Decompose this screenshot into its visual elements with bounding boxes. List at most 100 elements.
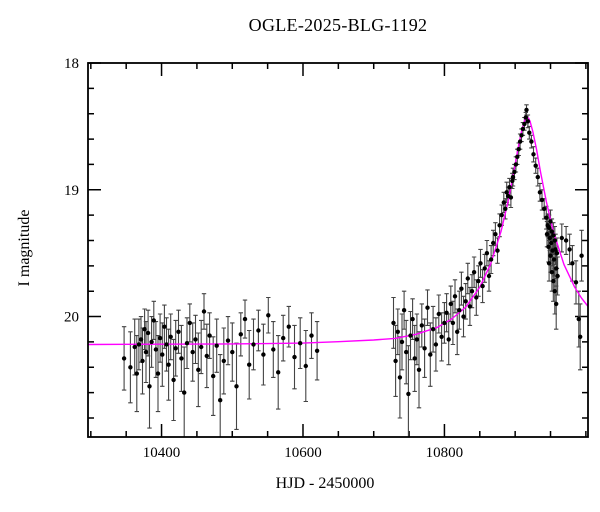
- data-point: [573, 280, 579, 285]
- data-point: [549, 240, 554, 246]
- data-point: [555, 273, 560, 279]
- data-point: [471, 270, 477, 275]
- data-point: [455, 329, 460, 334]
- data-point: [207, 333, 212, 338]
- data-point: [576, 316, 581, 322]
- data-point: [168, 334, 173, 339]
- data-point: [414, 337, 420, 342]
- data-point: [136, 342, 142, 347]
- data-point: [549, 229, 555, 234]
- data-point: [547, 235, 552, 241]
- data-point: [230, 349, 235, 355]
- data-point: [457, 308, 462, 313]
- data-point: [465, 276, 470, 281]
- data-point: [142, 327, 147, 332]
- data-point: [238, 332, 243, 337]
- data-point: [579, 253, 584, 258]
- data-point: [145, 330, 151, 336]
- x-tick-label: 10800: [426, 445, 464, 461]
- data-point: [546, 261, 552, 266]
- data-point: [190, 349, 195, 355]
- data-point: [179, 356, 184, 361]
- data-point: [491, 240, 496, 246]
- data-point: [474, 295, 479, 300]
- data-point: [140, 358, 145, 364]
- data-point: [422, 346, 427, 351]
- data-point: [551, 257, 557, 262]
- data-point: [578, 334, 583, 339]
- data-point: [419, 323, 424, 328]
- data-point: [467, 304, 473, 309]
- data-point: [214, 343, 219, 348]
- data-point: [542, 206, 547, 211]
- data-point: [166, 362, 171, 367]
- data-point: [309, 333, 314, 338]
- data-point: [193, 337, 198, 342]
- data-point: [552, 289, 557, 294]
- data-point: [196, 367, 201, 372]
- data-point: [132, 344, 137, 350]
- data-point: [480, 283, 485, 289]
- data-point: [493, 232, 498, 237]
- data-point: [463, 299, 468, 304]
- data-point: [391, 320, 396, 326]
- data-point: [147, 384, 152, 389]
- data-point: [559, 235, 564, 241]
- data-point: [256, 328, 261, 333]
- data-point: [548, 219, 553, 224]
- data-point: [497, 223, 502, 228]
- data-point: [430, 327, 436, 332]
- data-point: [399, 339, 405, 345]
- data-point: [416, 367, 422, 372]
- data-point: [153, 347, 159, 352]
- data-point: [292, 354, 297, 360]
- data-point: [303, 363, 308, 369]
- data-point: [251, 342, 256, 347]
- data-point: [551, 278, 556, 284]
- y-tick-label: 20: [64, 310, 79, 326]
- data-point: [553, 247, 558, 252]
- y-tick-label: 18: [64, 56, 79, 72]
- data-point: [397, 375, 403, 380]
- data-point: [199, 344, 204, 350]
- data-point: [519, 133, 524, 138]
- data-point: [171, 377, 176, 383]
- data-point: [448, 301, 453, 307]
- y-axis-label: I magnitude: [16, 209, 33, 287]
- data-point: [510, 174, 516, 180]
- data-point: [529, 139, 534, 144]
- data-point: [515, 154, 520, 159]
- data-point: [570, 261, 575, 266]
- data-point: [182, 390, 187, 395]
- data-point: [469, 289, 475, 294]
- data-point: [504, 190, 509, 195]
- data-point: [162, 324, 167, 329]
- data-point: [516, 147, 521, 152]
- photometry-errorbars: [121, 104, 584, 437]
- data-point: [554, 301, 559, 307]
- data-point: [143, 349, 149, 355]
- data-point: [539, 197, 545, 203]
- data-point: [428, 352, 433, 357]
- y-tick-label: 19: [64, 183, 79, 199]
- data-point: [218, 398, 223, 403]
- data-point: [524, 107, 529, 113]
- data-point: [554, 266, 559, 271]
- data-point: [522, 121, 527, 127]
- data-point: [281, 335, 286, 341]
- data-point: [507, 185, 512, 190]
- data-point: [495, 248, 500, 253]
- plot-frame: [87, 62, 589, 438]
- data-point: [461, 314, 466, 319]
- model-curve: [88, 116, 588, 346]
- data-point: [563, 238, 569, 243]
- data-point: [499, 212, 504, 218]
- data-point: [537, 190, 543, 195]
- data-point: [410, 316, 415, 322]
- data-point: [548, 253, 553, 258]
- data-point: [531, 152, 536, 157]
- photometry-points: [121, 107, 584, 403]
- data-point: [408, 333, 413, 338]
